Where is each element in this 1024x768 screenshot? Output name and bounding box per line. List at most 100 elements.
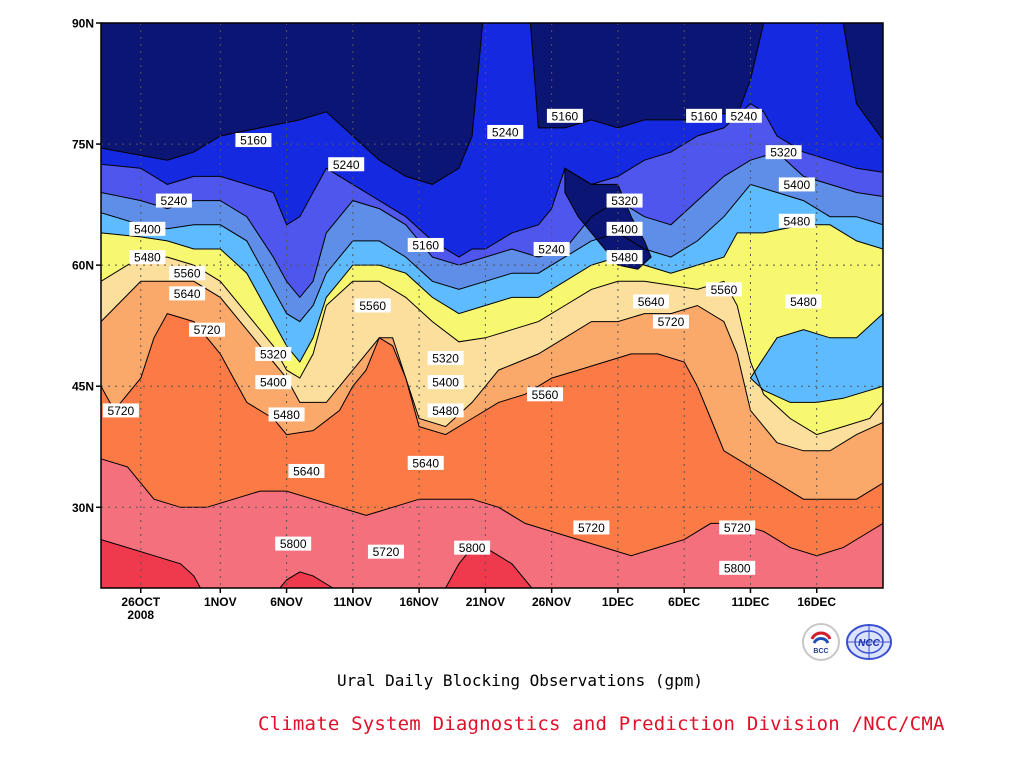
x-tick-label: 1NOV bbox=[204, 595, 237, 609]
x-tick-label: 6NOV bbox=[270, 595, 303, 609]
credit-line: Climate System Diagnostics and Predictio… bbox=[258, 713, 945, 735]
svg-text:5800: 5800 bbox=[459, 541, 486, 555]
contour-label: 5800 bbox=[454, 540, 491, 555]
svg-text:5240: 5240 bbox=[161, 194, 188, 208]
contour-line-5400 bbox=[101, 183, 883, 323]
band-below-5800 bbox=[101, 458, 883, 588]
svg-text:5160: 5160 bbox=[240, 134, 267, 148]
contour-line-5240 bbox=[101, 103, 883, 258]
svg-text:5560: 5560 bbox=[532, 388, 559, 402]
y-tick-label: 90N bbox=[72, 17, 94, 31]
svg-text:5480: 5480 bbox=[134, 251, 161, 265]
chart-title: Ural Daily Blocking Observations (gpm) bbox=[336, 671, 704, 690]
svg-text:5320: 5320 bbox=[611, 194, 638, 208]
band-pocket-5880 bbox=[101, 539, 201, 588]
contour-label: 5480 bbox=[785, 294, 822, 309]
gridlines bbox=[101, 23, 883, 588]
ncc-logo: NCC bbox=[845, 622, 892, 662]
contour-label: 5720 bbox=[367, 544, 404, 559]
x-tick-label: 26NOV bbox=[532, 595, 571, 609]
svg-text:5160: 5160 bbox=[552, 109, 579, 123]
bcc-logo: BCC bbox=[801, 622, 841, 662]
svg-text:5640: 5640 bbox=[638, 295, 665, 309]
contour-line-5720 bbox=[101, 313, 883, 500]
contour-label: 5480 bbox=[427, 403, 464, 418]
svg-text:5800: 5800 bbox=[280, 537, 307, 551]
contour-label: 5400 bbox=[778, 177, 815, 192]
y-tick-label: 75N bbox=[72, 138, 94, 152]
svg-text:5240: 5240 bbox=[492, 125, 519, 139]
svg-text:5160: 5160 bbox=[691, 109, 718, 123]
x-tick-label: 16NOV bbox=[399, 595, 438, 609]
contour-label: 5400 bbox=[606, 221, 643, 236]
filled-contour-bands bbox=[101, 23, 883, 588]
contour-labels: 5160524052405400548055605640572057205320… bbox=[102, 108, 822, 575]
contour-label: 5720 bbox=[719, 520, 756, 535]
svg-text:5400: 5400 bbox=[260, 376, 287, 390]
x-tick-label: 1DEC bbox=[602, 595, 634, 609]
x-tick-label: 16DEC bbox=[797, 595, 836, 609]
svg-text:5480: 5480 bbox=[783, 214, 810, 228]
svg-text:5560: 5560 bbox=[174, 267, 201, 281]
contour-label: 5640 bbox=[407, 455, 444, 470]
contour-label: 5720 bbox=[652, 314, 689, 329]
band-pocket-5240 bbox=[564, 168, 652, 270]
contour-label: 5160 bbox=[235, 133, 272, 148]
contour-label: 5800 bbox=[275, 536, 312, 551]
svg-text:5720: 5720 bbox=[578, 521, 605, 535]
y-tick-label: 45N bbox=[72, 380, 94, 394]
contour-label: 5160 bbox=[686, 108, 723, 123]
band-pocket-5880 bbox=[445, 547, 532, 588]
contour-label: 5640 bbox=[633, 294, 670, 309]
contour-label: 5720 bbox=[573, 520, 610, 535]
contour-line-5880 bbox=[101, 539, 201, 588]
contour-label: 5240 bbox=[328, 157, 365, 172]
contour-line-5560 bbox=[101, 256, 883, 436]
svg-text:5640: 5640 bbox=[174, 287, 201, 301]
contour-label: 5640 bbox=[288, 463, 325, 478]
contour-line-5640 bbox=[101, 280, 883, 452]
svg-text:5400: 5400 bbox=[783, 178, 810, 192]
contour-label: 5480 bbox=[268, 407, 305, 422]
contour-label: 5560 bbox=[705, 282, 742, 297]
svg-text:5640: 5640 bbox=[412, 456, 439, 470]
contour-label: 5400 bbox=[129, 221, 166, 236]
svg-text:NCC: NCC bbox=[858, 638, 880, 649]
svg-text:5720: 5720 bbox=[108, 404, 135, 418]
contour-label: 5480 bbox=[606, 250, 643, 265]
x-tick-sublabel: 2008 bbox=[127, 608, 154, 622]
contour-label: 5160 bbox=[407, 237, 444, 252]
svg-text:5720: 5720 bbox=[658, 315, 685, 329]
x-tick-label: 6DEC bbox=[668, 595, 700, 609]
contour-line-5240 bbox=[564, 167, 652, 270]
svg-text:5400: 5400 bbox=[611, 222, 638, 236]
contour-label: 5800 bbox=[719, 560, 756, 575]
plot-frame bbox=[100, 22, 884, 589]
contour-label: 5240 bbox=[533, 242, 570, 257]
contour-label: 5320 bbox=[606, 193, 643, 208]
contour-label: 5560 bbox=[527, 387, 564, 402]
svg-text:5400: 5400 bbox=[432, 376, 459, 390]
contour-label: 5720 bbox=[102, 403, 139, 418]
svg-text:5480: 5480 bbox=[432, 404, 459, 418]
svg-text:BCC: BCC bbox=[813, 648, 828, 655]
svg-text:5800: 5800 bbox=[724, 561, 751, 575]
x-tick-label: 26OCT bbox=[121, 595, 160, 609]
svg-text:5480: 5480 bbox=[273, 408, 300, 422]
contour-line-5800 bbox=[101, 458, 883, 557]
svg-text:5480: 5480 bbox=[611, 251, 638, 265]
contour-label: 5480 bbox=[778, 213, 815, 228]
contour-label: 5320 bbox=[255, 346, 292, 361]
contour-label: 5640 bbox=[169, 286, 206, 301]
contour-label: 5240 bbox=[725, 108, 762, 123]
svg-text:5640: 5640 bbox=[293, 464, 320, 478]
svg-text:5400: 5400 bbox=[134, 222, 161, 236]
svg-text:5720: 5720 bbox=[373, 545, 400, 559]
contour-label: 5560 bbox=[169, 266, 206, 281]
contour-label: 5320 bbox=[427, 350, 464, 365]
svg-text:5720: 5720 bbox=[724, 521, 751, 535]
contour-line-5160 bbox=[101, 23, 883, 185]
contour-label: 5720 bbox=[189, 322, 226, 337]
